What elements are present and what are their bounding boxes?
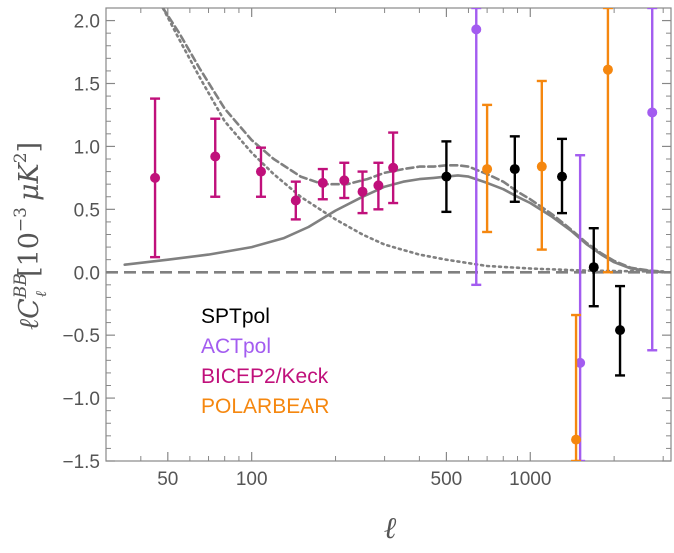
data-points (150, 8, 658, 461)
x-tick-label: 50 (157, 469, 178, 490)
y-axis-title: ℓCBBℓ [10−3 μK2] (11, 142, 50, 330)
data-point (210, 151, 221, 162)
y-axis-title-sup: BB (11, 273, 31, 299)
y-axis-title-tail-exp: 2 (11, 152, 31, 163)
data-point (571, 434, 582, 445)
x-tick-label: 1000 (509, 469, 551, 490)
data-point (482, 164, 493, 175)
y-tick-label: −1.5 (62, 452, 100, 473)
data-point (317, 177, 328, 188)
data-point (602, 64, 613, 75)
data-point (339, 175, 350, 186)
y-tick-label: 1.5 (74, 75, 100, 96)
data-point (588, 262, 599, 273)
y-axis-title-mu: μK (14, 161, 45, 201)
data-point (255, 166, 266, 177)
x-tick-label: 500 (431, 469, 463, 490)
data-point (373, 180, 384, 191)
data-point (509, 164, 520, 175)
y-axis-title-close: ] (14, 142, 45, 153)
legend-entry-polarbear: POLARBEAR (201, 395, 329, 418)
y-axis-title-units: [10 (14, 232, 45, 277)
legend-entry-sptpol: SPTpol (201, 305, 270, 328)
y-tick-label: 0.5 (74, 200, 100, 221)
y-axis-title-main: ℓC (14, 298, 45, 330)
data-point (388, 162, 399, 173)
data-point (150, 172, 161, 183)
data-point (441, 171, 452, 182)
plot-frame (105, 7, 672, 462)
y-tick-label: −1.0 (62, 389, 100, 410)
axis-ticks (106, 7, 671, 462)
legend-entry-bicep2-keck: BICEP2/Keck (201, 365, 329, 388)
series-bicep2-keck (150, 97, 399, 259)
data-point (557, 171, 568, 182)
y-axis-title-exp: −3 (11, 207, 31, 232)
y-axis-title-sub: ℓ (32, 291, 50, 297)
model-curves (106, 8, 671, 274)
data-point (290, 195, 301, 206)
data-point (357, 186, 368, 197)
x-tick-labels: 50 100 500 1000 (157, 469, 551, 490)
x-tick-label: 100 (236, 469, 268, 490)
legend: SPTpol ACTpol BICEP2/Keck POLARBEAR (201, 305, 329, 418)
curve-lensing (123, 174, 665, 274)
y-tick-label: 2.0 (74, 12, 100, 33)
series-sptpol (441, 135, 626, 377)
data-point (615, 325, 626, 336)
y-tick-labels: 2.0 1.5 1.0 0.5 0.0 −0.5 −1.0 −1.5 (62, 12, 100, 473)
data-point (536, 161, 547, 172)
y-tick-label: −0.5 (62, 326, 100, 347)
y-tick-label: 0.0 (74, 263, 100, 284)
y-tick-label: 1.0 (74, 137, 100, 158)
curve-total (161, 8, 665, 273)
data-point (647, 107, 658, 118)
legend-entry-actpol: ACTpol (201, 335, 271, 358)
series-polarbear (482, 8, 613, 461)
data-point (575, 357, 586, 368)
x-axis-title: ℓ (384, 511, 397, 546)
curve-foreground (161, 8, 665, 273)
data-point (471, 24, 482, 35)
series-actpol (471, 8, 658, 461)
